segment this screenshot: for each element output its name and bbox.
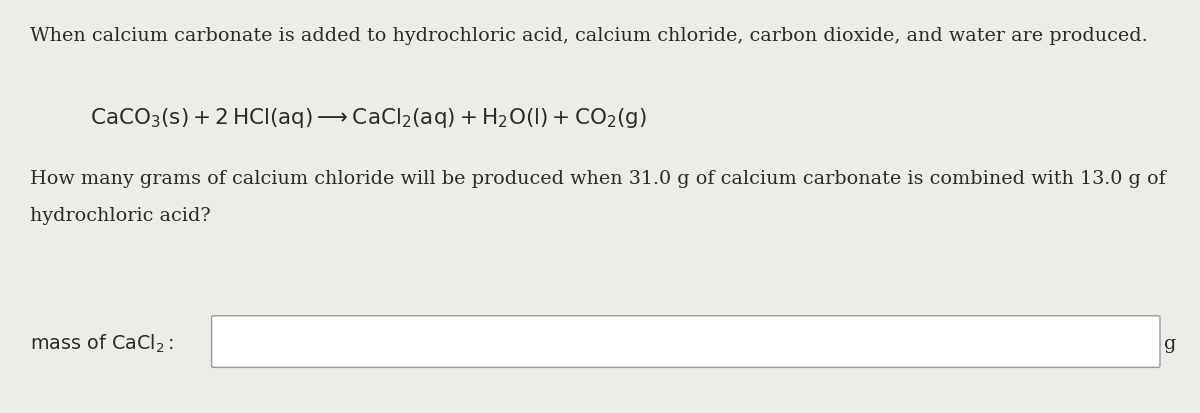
Text: g: g bbox=[1164, 334, 1176, 352]
Text: $\mathrm{mass\ of\ CaCl_2:}$: $\mathrm{mass\ of\ CaCl_2:}$ bbox=[30, 332, 174, 354]
Text: $\mathrm{CaCO_3(s) + 2\,HCl(aq) \longrightarrow CaCl_2(aq) + H_2O(l) + CO_2(g)}$: $\mathrm{CaCO_3(s) + 2\,HCl(aq) \longrig… bbox=[90, 106, 647, 130]
Text: How many grams of calcium chloride will be produced when 31.0 g of calcium carbo: How many grams of calcium chloride will … bbox=[30, 169, 1165, 187]
Text: hydrochloric acid?: hydrochloric acid? bbox=[30, 206, 211, 224]
Text: When calcium carbonate is added to hydrochloric acid, calcium chloride, carbon d: When calcium carbonate is added to hydro… bbox=[30, 27, 1147, 45]
FancyBboxPatch shape bbox=[211, 316, 1160, 368]
